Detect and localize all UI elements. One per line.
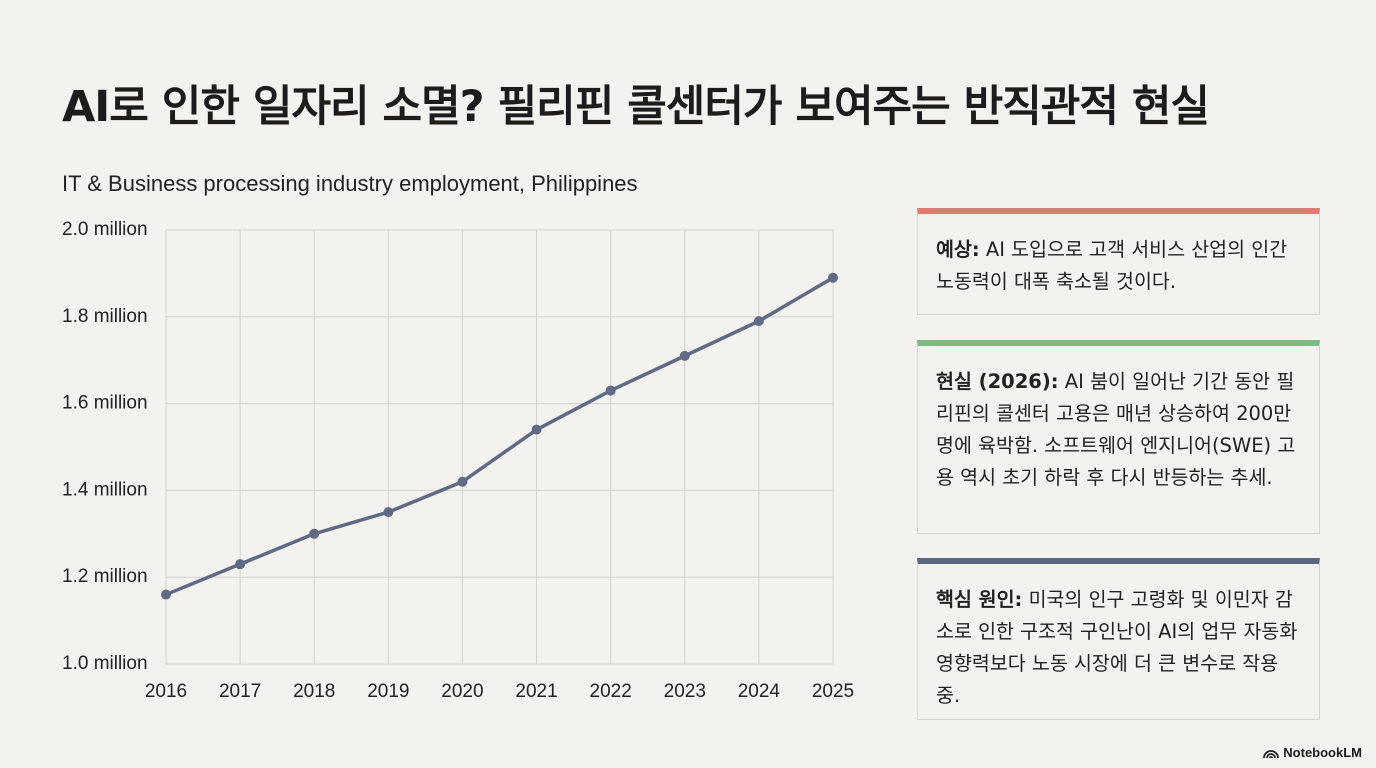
card-label: 예상: [936, 238, 980, 261]
card-label: 핵심 원인: [936, 588, 1023, 611]
data-point [235, 559, 246, 570]
card-text: AI 도입으로 고객 서비스 산업의 인간 노동력이 대폭 축소될 것이다. [936, 238, 1288, 293]
x-tick-label: 2016 [145, 681, 187, 702]
data-point [828, 272, 838, 283]
x-tick-label: 2024 [738, 681, 781, 702]
y-tick-label: 1.0 million [62, 653, 148, 674]
x-tick-label: 2018 [293, 681, 335, 702]
x-tick-label: 2022 [590, 681, 632, 702]
card: 현실 (2026): AI 붐이 일어난 기간 동안 필리핀의 콜센터 고용은 … [917, 340, 1320, 534]
data-point [457, 476, 468, 487]
card-label: 현실 (2026): [936, 370, 1059, 393]
brand-icon [1263, 749, 1280, 758]
y-tick-label: 1.6 million [62, 393, 148, 414]
card: 핵심 원인: 미국의 인구 고령화 및 이민자 감소로 인한 구조적 구인난이 … [917, 558, 1320, 720]
chart: IT & Business processing industry employ… [62, 171, 854, 702]
y-tick-label: 2.0 million [62, 219, 148, 240]
slide-title: AI로 인한 일자리 소멸? 필리핀 콜센터가 보여주는 반직관적 현실 [62, 82, 1210, 132]
y-tick-label: 1.4 million [62, 479, 148, 500]
chart-title: IT & Business processing industry employ… [62, 171, 638, 196]
card-text: AI 붐이 일어난 기간 동안 필리핀의 콜센터 고용은 매년 상승하여 200… [936, 370, 1296, 489]
y-tick-label: 1.2 million [62, 566, 148, 587]
card-text: 미국의 인구 고령화 및 이민자 감소로 인한 구조적 구인난이 AI의 업무 … [936, 588, 1298, 707]
data-point [605, 385, 616, 396]
x-tick-label: 2025 [812, 681, 854, 702]
data-point [309, 528, 320, 539]
card: 예상: AI 도입으로 고객 서비스 산업의 인간 노동력이 대폭 축소될 것이… [917, 208, 1320, 315]
x-tick-label: 2023 [664, 681, 706, 702]
x-tick-label: 2019 [367, 681, 409, 702]
brand-text: NotebookLM [1283, 745, 1362, 760]
y-tick-label: 1.8 million [62, 306, 148, 327]
data-line [165, 276, 834, 597]
x-tick-label: 2017 [219, 681, 261, 702]
data-point [531, 424, 542, 435]
x-tick-label: 2020 [441, 681, 483, 702]
x-tick-label: 2021 [515, 681, 557, 702]
data-point [679, 350, 690, 361]
branding: NotebookLM [1263, 745, 1362, 760]
data-point [383, 507, 394, 518]
data-point [161, 589, 171, 600]
data-point [753, 316, 764, 327]
